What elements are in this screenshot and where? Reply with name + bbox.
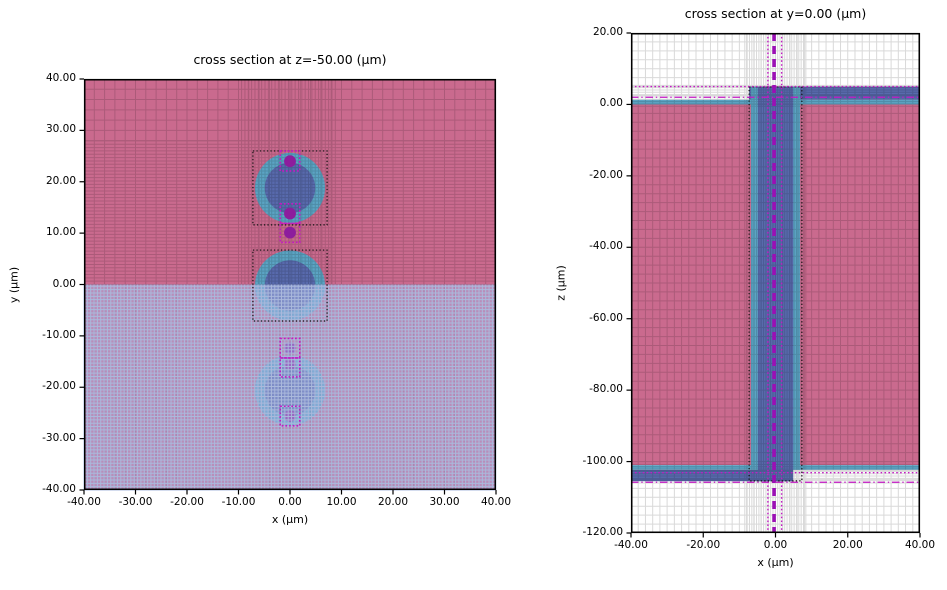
plot-area-xy (79, 78, 497, 495)
x-tick-label: -40.00 (67, 496, 101, 508)
y-tick-label: -40.00 (589, 240, 623, 253)
y-tick-label: -10.00 (42, 328, 76, 341)
x-tick-label: 40.00 (480, 496, 512, 508)
y-tick-label: -20.00 (42, 380, 76, 393)
x-tick-label: -30.00 (118, 496, 153, 508)
x-tick-label: 20.00 (377, 496, 409, 508)
y-tick-label: -100.00 (582, 454, 623, 467)
x-tick-label: -10.00 (221, 496, 256, 508)
x-axis-label-xy: x (μm) (271, 513, 309, 526)
y-tick-label: -20.00 (589, 168, 623, 181)
y-tick-label: 0.00 (599, 97, 623, 110)
y-tick-label: 30.00 (45, 123, 76, 136)
y-tick-label: 20.00 (45, 174, 76, 187)
x-tick-label: 0.00 (278, 496, 302, 508)
x-tick-label: 10.00 (326, 496, 357, 508)
x-tick-label: 0.00 (763, 539, 788, 551)
y-tick-label: -40.00 (42, 483, 76, 495)
x-tick-label: -40.00 (614, 539, 648, 551)
y-tick-label: -80.00 (589, 383, 623, 396)
x-tick-label: 20.00 (832, 539, 863, 551)
y-tick-label: 0.00 (52, 277, 76, 290)
plot-title-xy: cross section at z=-50.00 (μm) (193, 52, 387, 67)
plot-title-xz: cross section at y=0.00 (μm) (684, 6, 867, 21)
x-axis-label-xz: x (μm) (757, 556, 794, 569)
y-tick-label: -60.00 (589, 311, 623, 324)
plot-area-xz (626, 32, 921, 538)
z-axis-label-xz: z (μm) (554, 265, 568, 301)
y-tick-label: 40.00 (45, 72, 76, 84)
x-tick-label: -20.00 (686, 539, 721, 551)
y-tick-label: 10.00 (45, 226, 76, 239)
x-tick-label: 40.00 (904, 539, 936, 551)
x-tick-label: 30.00 (429, 496, 460, 508)
y-tick-label: -30.00 (42, 431, 76, 444)
y-tick-label: 20.00 (592, 26, 623, 38)
x-tick-label: -20.00 (170, 496, 204, 508)
y-tick-label: -120.00 (582, 526, 623, 538)
